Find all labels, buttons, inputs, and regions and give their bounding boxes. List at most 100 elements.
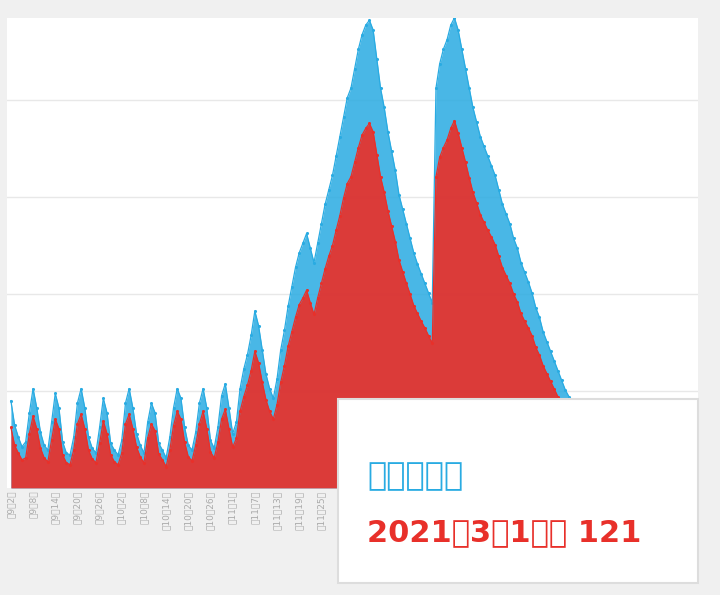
Point bbox=[456, 143, 467, 152]
Point bbox=[227, 443, 238, 452]
Point bbox=[135, 452, 146, 462]
Point bbox=[5, 422, 17, 432]
Point bbox=[585, 414, 597, 424]
Point bbox=[90, 458, 102, 468]
Point bbox=[519, 317, 531, 326]
Point bbox=[526, 331, 538, 340]
Point bbox=[171, 384, 183, 393]
Point bbox=[323, 252, 335, 261]
Point bbox=[275, 377, 287, 387]
Point bbox=[460, 64, 472, 74]
Point bbox=[618, 440, 630, 450]
Point bbox=[390, 237, 401, 246]
Point bbox=[530, 343, 541, 352]
Point bbox=[315, 219, 327, 228]
Point bbox=[24, 408, 35, 418]
Point bbox=[486, 161, 498, 170]
Point bbox=[197, 384, 209, 393]
Point bbox=[86, 454, 98, 464]
Point bbox=[559, 385, 571, 394]
Point bbox=[537, 361, 549, 371]
Point bbox=[349, 64, 361, 74]
Point bbox=[615, 425, 626, 434]
Point bbox=[434, 153, 446, 162]
Point bbox=[452, 25, 464, 35]
Point bbox=[682, 447, 693, 456]
Point bbox=[667, 443, 678, 452]
Point bbox=[552, 392, 564, 402]
Point bbox=[256, 345, 268, 355]
Point bbox=[234, 406, 246, 416]
Point bbox=[60, 448, 72, 458]
Point bbox=[585, 430, 597, 439]
Point bbox=[364, 15, 375, 25]
Point bbox=[516, 258, 527, 267]
Point bbox=[656, 450, 667, 460]
Point bbox=[223, 403, 235, 413]
Point bbox=[341, 179, 353, 189]
Point bbox=[319, 200, 330, 209]
Point bbox=[197, 406, 209, 416]
Point bbox=[230, 434, 242, 443]
Point bbox=[471, 117, 482, 127]
Point bbox=[497, 200, 508, 209]
Point bbox=[268, 414, 279, 424]
Point bbox=[386, 146, 397, 156]
Point bbox=[379, 103, 390, 112]
Point bbox=[271, 374, 283, 384]
Point bbox=[286, 282, 297, 292]
Point bbox=[38, 440, 50, 450]
Point bbox=[449, 116, 460, 126]
Point bbox=[375, 83, 387, 93]
Point bbox=[508, 234, 519, 243]
Point bbox=[282, 302, 294, 311]
Point bbox=[516, 309, 527, 318]
Point bbox=[131, 429, 143, 439]
Point bbox=[441, 135, 453, 145]
Point bbox=[618, 427, 630, 437]
Point bbox=[142, 418, 153, 427]
Point bbox=[246, 330, 257, 340]
Point bbox=[175, 414, 186, 424]
Point bbox=[64, 460, 76, 469]
Point bbox=[330, 226, 342, 235]
Point bbox=[116, 448, 127, 458]
Point bbox=[76, 384, 87, 393]
Point bbox=[161, 462, 172, 471]
Point bbox=[138, 458, 150, 468]
Point bbox=[5, 396, 17, 405]
Point bbox=[204, 436, 216, 445]
Point bbox=[408, 248, 420, 258]
Point bbox=[301, 228, 312, 238]
Point bbox=[97, 416, 109, 426]
Point bbox=[323, 185, 335, 195]
Point bbox=[622, 428, 634, 438]
Point bbox=[382, 206, 394, 215]
Point bbox=[349, 158, 361, 167]
Point bbox=[482, 151, 493, 161]
Point bbox=[68, 432, 79, 441]
Point bbox=[500, 209, 512, 219]
Point bbox=[9, 420, 20, 430]
Point bbox=[426, 339, 438, 348]
Point bbox=[563, 392, 575, 402]
Point bbox=[145, 398, 157, 408]
Point bbox=[589, 431, 600, 441]
Point bbox=[682, 457, 693, 466]
Point bbox=[57, 450, 68, 460]
Point bbox=[530, 303, 541, 312]
Point bbox=[474, 210, 486, 220]
Point bbox=[497, 263, 508, 273]
Point bbox=[305, 298, 316, 308]
Point bbox=[630, 431, 642, 440]
Point bbox=[97, 393, 109, 403]
Point bbox=[390, 166, 401, 176]
Point bbox=[474, 132, 486, 142]
Point bbox=[301, 286, 312, 295]
Point bbox=[600, 421, 612, 431]
Point bbox=[230, 418, 242, 427]
Point bbox=[260, 369, 271, 379]
Point bbox=[405, 289, 416, 299]
Point bbox=[667, 453, 678, 463]
Point bbox=[397, 267, 408, 277]
